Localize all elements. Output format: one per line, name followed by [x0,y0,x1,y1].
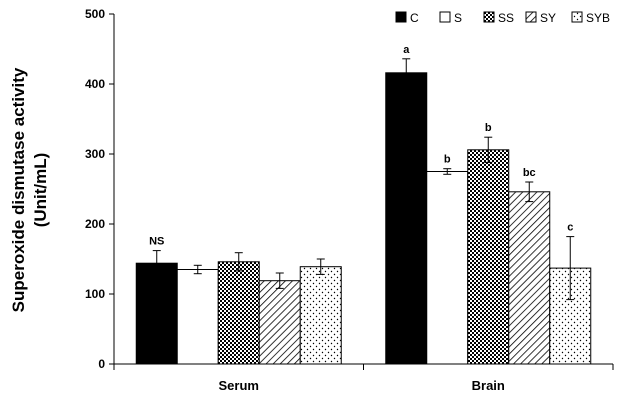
y-tick-label: 500 [85,7,105,21]
significance-label: NS [149,236,164,248]
bars [135,58,592,365]
significance-labels: NS a b b bc c [149,44,573,248]
legend-label-syb: SYB [586,11,610,25]
bar-s [426,171,469,365]
y-tick-label: 0 [98,357,105,371]
legend-label-sy: SY [540,11,556,25]
bar-sy [508,191,551,365]
bar-c [135,262,178,365]
legend-label-s: S [454,11,462,25]
y-tick-label: 300 [85,147,105,161]
significance-label: bc [523,167,536,179]
y-axis-title: Superoxide dismutase activity (Unit/mL) [9,67,50,312]
bar-ss [467,149,510,365]
y-tick-label: 200 [85,217,105,231]
x-axis-labels: Serum Brain [219,378,505,393]
significance-label: b [485,122,492,134]
legend-swatch-s [439,11,451,23]
legend-swatch-syb [571,11,583,23]
y-axis-title-line2: (Unit/mL) [31,153,50,228]
legend: C S SS SY SYB [395,11,610,25]
y-axis-ticks: 0 100 200 300 400 500 [85,7,114,371]
legend-label-ss: SS [498,11,514,25]
x-category-label: Serum [219,378,259,393]
legend-swatch-ss [483,11,495,23]
significance-label: c [567,222,573,234]
bar-s [176,269,219,365]
legend-swatch-sy [525,11,537,23]
bar-ss [217,261,260,365]
x-category-label: Brain [472,378,505,393]
legend-swatch-c [395,11,407,23]
bar-c [385,72,428,365]
y-tick-label: 100 [85,287,105,301]
legend-label-c: C [410,11,419,25]
significance-label: a [403,44,410,56]
significance-label: b [444,154,451,166]
y-tick-label: 400 [85,77,105,91]
y-axis-title-line1: Superoxide dismutase activity [9,67,28,312]
bar-sy [258,280,301,365]
bar-syb [299,266,342,365]
